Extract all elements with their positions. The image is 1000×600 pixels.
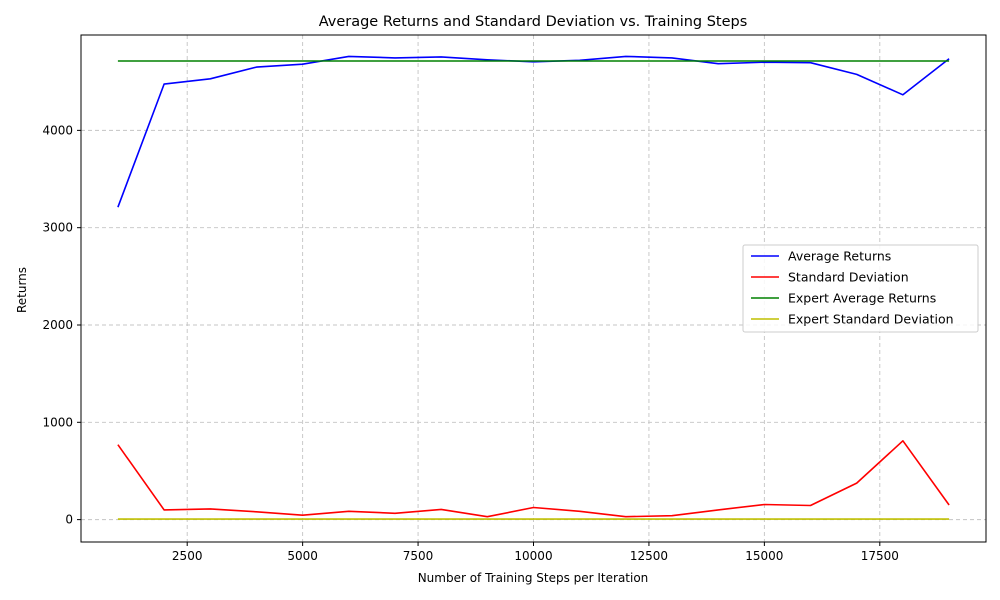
chart-title: Average Returns and Standard Deviation v… [319, 14, 748, 30]
y-tick-label: 4000 [42, 123, 73, 137]
y-tick-label: 2000 [42, 318, 73, 332]
legend: Average Returns Standard Deviation Expert … [742, 244, 979, 333]
x-tick-label: 12500 [630, 549, 668, 563]
tick-layer: 2500 5000 7500 10000 12500 15000 17500 0 1000 200… [42, 123, 898, 563]
legend-label-expert-average-returns: Expert Average Returns [788, 291, 936, 306]
x-tick-label: 5000 [287, 549, 318, 563]
legend-box [742, 244, 979, 333]
x-tick-label: 2500 [172, 549, 203, 563]
series-layer [117, 55, 950, 520]
y-tick-label: 1000 [42, 415, 73, 429]
legend-label-standard-deviation: Standard Deviation [788, 270, 909, 285]
y-tick-label: 3000 [42, 221, 73, 235]
series-line-standard-deviation [117, 439, 950, 518]
x-tick-label: 7500 [403, 549, 434, 563]
y-tick-label: 0 [65, 513, 73, 527]
x-tick-label: 17500 [861, 549, 899, 563]
y-axis-title: Returns [15, 267, 29, 313]
x-tick-label: 10000 [514, 549, 552, 563]
legend-label-average-returns: Average Returns [788, 249, 891, 264]
x-axis-title: Number of Training Steps per Iteration [418, 571, 649, 585]
x-tick-label: 15000 [745, 549, 783, 563]
legend-label-expert-standard-deviation: Expert Standard Deviation [788, 312, 954, 327]
